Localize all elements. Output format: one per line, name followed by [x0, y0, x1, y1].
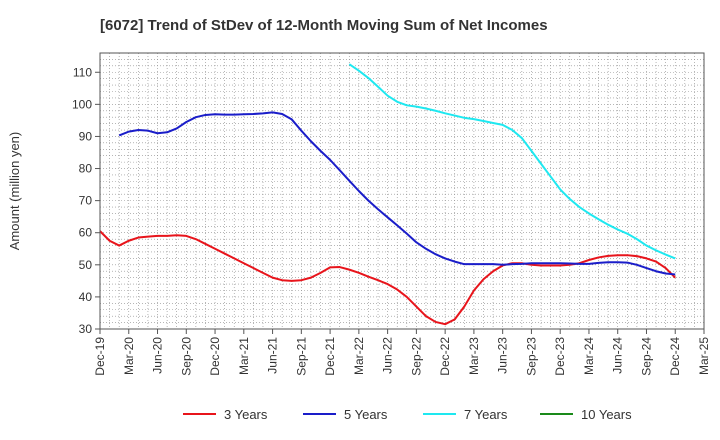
y-tick-label: 110 — [73, 65, 92, 79]
legend-label-10-years: 10 Years — [581, 407, 632, 422]
y-tick-label: 40 — [79, 290, 93, 304]
plot-frame — [99, 52, 705, 330]
x-tick-label: Jun-23 — [496, 337, 510, 374]
series-line-7-years — [348, 63, 676, 260]
legend-label-3-years: 3 Years — [224, 407, 268, 422]
y-tick-label: 100 — [72, 97, 92, 111]
y-tick-label: 90 — [79, 129, 93, 143]
x-tick-label: Sep-22 — [409, 337, 423, 376]
x-tick-label: Dec-23 — [553, 337, 567, 376]
x-tick-label: Mar-21 — [237, 337, 251, 375]
y-tick-label: 60 — [79, 226, 93, 240]
x-tick-label: Dec-21 — [323, 337, 337, 376]
y-axis-label: Amount (million yen) — [7, 132, 22, 251]
x-tick-label: Dec-22 — [438, 337, 452, 376]
grid — [99, 52, 705, 330]
x-tick-label: Mar-20 — [122, 337, 136, 375]
y-tick-label: 50 — [79, 258, 93, 272]
x-tick-label: Dec-24 — [668, 337, 682, 376]
series-line-5-years — [118, 111, 676, 276]
x-tick-label: Sep-21 — [294, 337, 308, 376]
x-tick-label: Dec-19 — [93, 337, 107, 376]
x-tick-label: Jun-24 — [611, 337, 625, 374]
x-tick-label: Sep-24 — [639, 337, 653, 376]
x-tick-label: Mar-24 — [582, 337, 596, 375]
y-tick-label: 80 — [79, 162, 93, 176]
x-tick-label: Mar-25 — [697, 337, 711, 375]
x-tick-label: Mar-22 — [352, 337, 366, 375]
legend-label-5-years: 5 Years — [344, 407, 388, 422]
x-tick-label: Sep-20 — [179, 337, 193, 376]
chart-title: [6072] Trend of StDev of 12-Month Moving… — [100, 17, 548, 34]
x-tick-label: Jun-22 — [381, 337, 395, 374]
legend: 3 Years 5 Years 7 Years 10 Years — [183, 407, 632, 422]
x-tick-label: Jun-20 — [151, 337, 165, 374]
y-tick-label: 30 — [79, 322, 93, 336]
x-tick-label: Jun-21 — [266, 337, 280, 374]
series-group — [99, 63, 676, 326]
x-tick-label: Mar-23 — [467, 337, 481, 375]
axes: 30 40 50 60 70 80 90 100 110 Dec-19 Mar-20 Jun-20 Se… — [72, 52, 711, 376]
y-tick-label: 70 — [79, 194, 93, 208]
x-tick-label: Sep-23 — [524, 337, 538, 376]
legend-label-7-years: 7 Years — [464, 407, 508, 422]
x-tick-label: Dec-20 — [208, 337, 222, 376]
